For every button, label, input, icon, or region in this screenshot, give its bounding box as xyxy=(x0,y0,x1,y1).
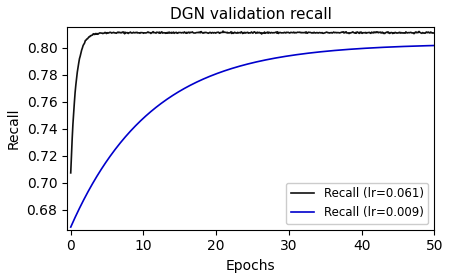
Recall (lr=0.061) xyxy=(242,31,247,35)
Line: Recall (lr=0.009): Recall (lr=0.009) xyxy=(71,46,434,227)
Recall (lr=0.009) xyxy=(265,58,270,61)
Recall (lr=0.009) xyxy=(241,64,246,67)
Title: DGN validation recall: DGN validation recall xyxy=(170,7,332,22)
Y-axis label: Recall: Recall xyxy=(7,108,21,149)
Recall (lr=0.009) xyxy=(284,54,290,58)
Legend: Recall (lr=0.061), Recall (lr=0.009): Recall (lr=0.061), Recall (lr=0.009) xyxy=(286,183,428,224)
Recall (lr=0.009) xyxy=(243,63,248,66)
Recall (lr=0.061) xyxy=(423,30,429,34)
Recall (lr=0.061) xyxy=(432,32,437,35)
Recall (lr=0.061) xyxy=(367,31,372,34)
Recall (lr=0.009) xyxy=(366,46,371,50)
Recall (lr=0.061) xyxy=(68,171,73,174)
X-axis label: Epochs: Epochs xyxy=(226,259,275,273)
Recall (lr=0.061) xyxy=(220,29,226,33)
Line: Recall (lr=0.061): Recall (lr=0.061) xyxy=(71,31,434,173)
Recall (lr=0.009) xyxy=(68,225,73,229)
Recall (lr=0.061) xyxy=(243,31,249,34)
Recall (lr=0.009) xyxy=(432,44,437,47)
Recall (lr=0.061) xyxy=(266,32,271,35)
Recall (lr=0.009) xyxy=(423,44,428,47)
Recall (lr=0.061) xyxy=(285,31,291,34)
